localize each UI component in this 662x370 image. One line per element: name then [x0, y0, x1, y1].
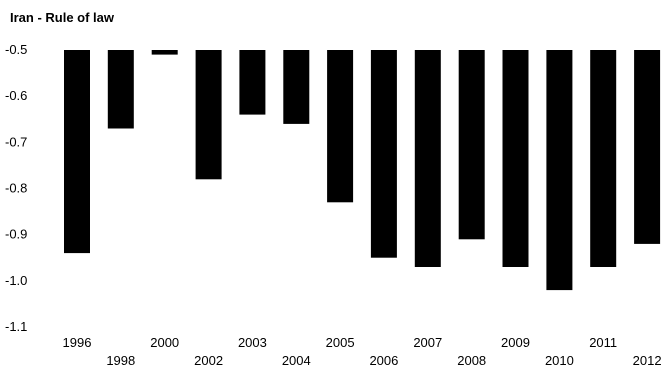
x-tick-label: 2010 — [545, 353, 574, 368]
y-tick-label: -0.6 — [5, 88, 27, 103]
bar-2006 — [370, 50, 397, 258]
x-tick-label: 2011 — [589, 335, 617, 350]
x-tick-label: 1996 — [63, 335, 92, 350]
x-tick-label: 2008 — [457, 353, 486, 368]
y-tick-label: -1.1 — [5, 319, 27, 334]
x-tick-label: 2012 — [633, 353, 662, 368]
y-tick-label: -0.5 — [5, 42, 27, 57]
bar-2012 — [634, 50, 661, 244]
bar-2008 — [458, 50, 485, 240]
x-tick-label: 2006 — [369, 353, 398, 368]
x-tick-label: 2003 — [238, 335, 267, 350]
x-tick-label: 2004 — [282, 353, 311, 368]
bar-1998 — [107, 50, 134, 129]
bar-2005 — [327, 50, 354, 203]
bar-2003 — [239, 50, 266, 115]
bar-2010 — [546, 50, 573, 291]
y-tick-label: -0.9 — [5, 227, 27, 242]
bars — [64, 50, 661, 291]
bar-2011 — [590, 50, 617, 267]
x-tick-label: 1998 — [106, 353, 135, 368]
x-tick-label: 2000 — [150, 335, 179, 350]
x-tick-label: 2005 — [326, 335, 355, 350]
x-tick-label: 2009 — [501, 335, 530, 350]
x-tick-label: 2007 — [413, 335, 442, 350]
x-axis: 1996 1998 2000 2002 2003 2004 2005 2006 2007 2008… — [63, 335, 662, 368]
bar-1996 — [64, 50, 90, 254]
y-axis: -0.5 -0.6 -0.7 -0.8 -0.9 -1.0 -1.1 — [5, 42, 27, 334]
y-tick-label: -0.7 — [5, 134, 27, 149]
chart-title: Iran - Rule of law — [10, 10, 115, 25]
bar-2002 — [195, 50, 222, 180]
bar-2007 — [414, 50, 441, 267]
y-tick-label: -1.0 — [5, 273, 27, 288]
bar-2000 — [151, 50, 178, 55]
bar-2004 — [283, 50, 310, 124]
y-tick-label: -0.8 — [5, 181, 27, 196]
x-tick-label: 2002 — [194, 353, 223, 368]
bar-2009 — [502, 50, 529, 267]
